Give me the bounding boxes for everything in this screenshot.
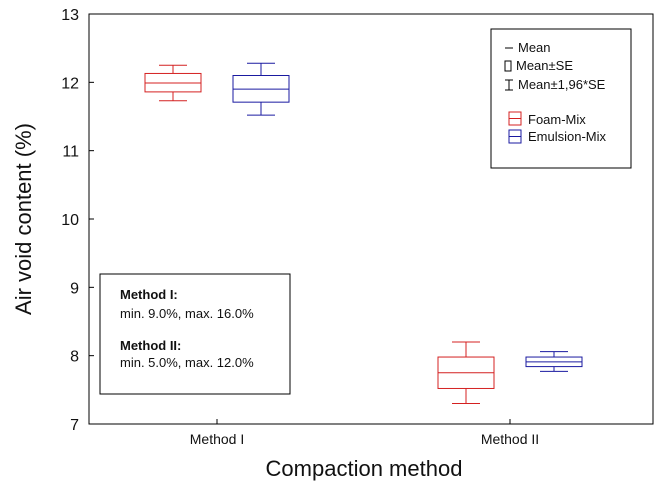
- box-emulsion-mix-method-i: [232, 62, 290, 116]
- y-tick-label: 11: [62, 144, 79, 161]
- x-tick-label: Method I: [190, 431, 244, 447]
- annotation-method2-title: Method II:: [120, 338, 181, 353]
- legend-emulsion-icon: [508, 129, 522, 144]
- box-foam-mix-method-ii: [437, 341, 495, 404]
- box-emulsion-mix-method-ii: [525, 351, 583, 372]
- x-tick-label: Method II: [481, 431, 539, 447]
- y-axis-title: Air void content (%): [11, 123, 36, 315]
- box-series: [144, 62, 583, 404]
- legend-mean-label: Mean: [518, 40, 551, 55]
- legend-box: [490, 28, 632, 169]
- y-tick-label: 9: [70, 280, 79, 297]
- y-tick-label: 13: [61, 7, 79, 24]
- annotation: Method I: min. 9.0%, max. 16.0% Method I…: [99, 273, 291, 395]
- legend-foam-icon: [508, 111, 522, 126]
- legend: Mean Mean±SE Mean±1,96*SE Foam-Mix Emuls…: [490, 28, 632, 169]
- annotation-method1-title: Method I:: [120, 287, 178, 302]
- annotation-box: [99, 273, 291, 395]
- legend-se-icon: [504, 60, 512, 72]
- y-axis: 7 8 9 10 11 12 13: [61, 7, 94, 434]
- x-axis-title: Compaction method: [266, 456, 463, 481]
- y-tick-label: 10: [61, 212, 79, 229]
- y-tick-label: 12: [61, 75, 79, 92]
- y-tick-label: 8: [70, 349, 79, 366]
- legend-se-label: Mean±SE: [516, 58, 573, 73]
- box-foam-mix-method-i: [144, 64, 202, 102]
- legend-ci-icon: [505, 79, 513, 91]
- x-axis: Method I Method II: [190, 419, 539, 447]
- annotation-method1-range: min. 9.0%, max. 16.0%: [120, 306, 254, 321]
- annotation-method2-range: min. 5.0%, max. 12.0%: [120, 355, 254, 370]
- legend-emulsion-label: Emulsion-Mix: [528, 129, 607, 144]
- legend-ci-label: Mean±1,96*SE: [518, 77, 606, 92]
- legend-foam-label: Foam-Mix: [528, 112, 586, 127]
- y-tick-label: 7: [70, 417, 79, 434]
